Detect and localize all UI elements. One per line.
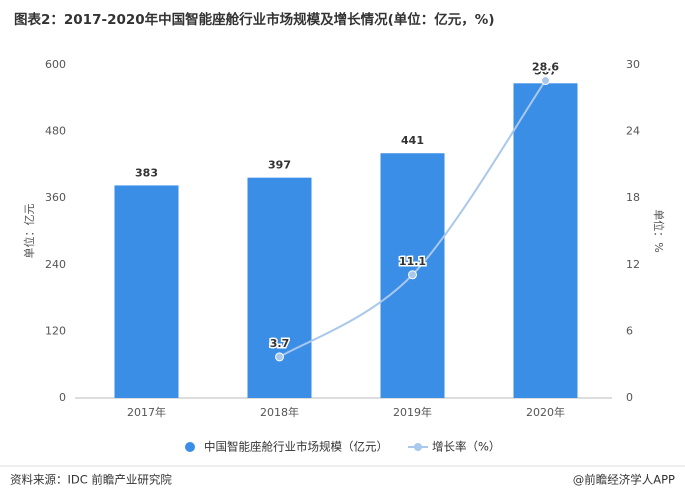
legend-swatch: [185, 442, 195, 452]
line-point: [275, 352, 284, 362]
y2-tick-label: 12: [626, 258, 640, 271]
bar: [513, 83, 578, 398]
x-tick-label: 2017年: [127, 405, 166, 419]
y2-tick-label: 6: [626, 324, 633, 337]
x-tick-label: 2019年: [393, 405, 432, 419]
bar: [114, 185, 179, 398]
line: [278, 79, 547, 358]
y-tick-label: 120: [45, 324, 66, 337]
y2-tick-label: 30: [626, 58, 640, 71]
bar: [247, 177, 312, 398]
y-tick-label: 0: [59, 391, 66, 404]
y2-tick-label: 18: [626, 191, 640, 204]
y-tick-label: 240: [45, 258, 66, 271]
y-tick-label: 600: [45, 58, 66, 71]
credit: @前瞻经济学人APP: [573, 473, 675, 487]
source: 资料来源：IDC 前瞻产业研究院: [10, 473, 172, 487]
x-tick-label: 2020年: [526, 405, 565, 419]
legend-swatch: [414, 443, 422, 451]
y2-axis-label: 单位：%: [652, 209, 666, 252]
line-point: [541, 76, 550, 86]
bar-value-label: 383: [135, 166, 158, 179]
line-value-label: 28.6: [532, 61, 559, 74]
legend-label: 中国智能座舱行业市场规模（亿元）: [204, 440, 388, 454]
line-point: [408, 270, 417, 280]
y2-tick-label: 24: [626, 125, 640, 138]
x-tick-label: 2018年: [260, 405, 299, 419]
bar-value-label: 441: [401, 134, 424, 147]
y-tick-label: 480: [45, 125, 66, 138]
bar-value-label: 397: [268, 159, 291, 172]
line-value-label: 11.1: [399, 255, 426, 268]
line-value-label: 3.7: [270, 337, 290, 350]
y-axis-label: 单位：亿元: [22, 204, 36, 259]
chart-title: 图表2：2017-2020年中国智能座舱行业市场规模及增长情况(单位：亿元，%): [14, 11, 495, 28]
bar-value-label: 567: [534, 64, 557, 77]
y-tick-label: 360: [45, 191, 66, 204]
legend-label: 增长率（%）: [432, 440, 500, 454]
y2-tick-label: 0: [626, 391, 633, 404]
